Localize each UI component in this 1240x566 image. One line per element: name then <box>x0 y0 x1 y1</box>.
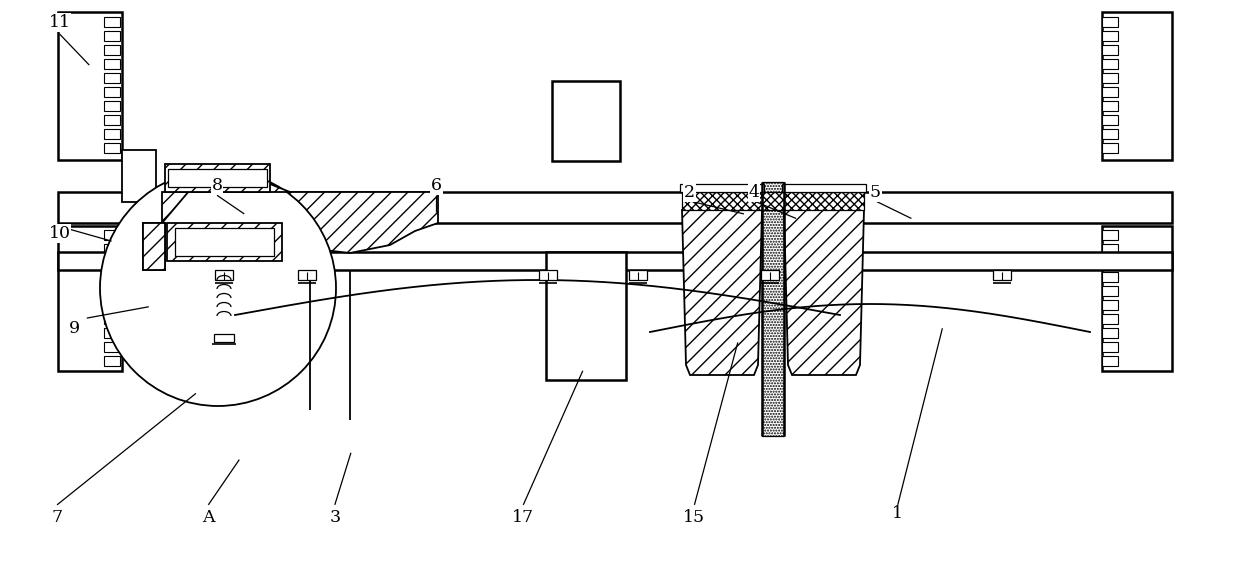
Bar <box>104 17 120 27</box>
Bar <box>167 169 267 187</box>
Text: 17: 17 <box>512 509 534 526</box>
Bar <box>58 12 122 160</box>
Bar <box>1102 230 1118 240</box>
Bar <box>104 286 120 296</box>
Bar <box>143 223 165 270</box>
Text: A: A <box>202 509 215 526</box>
Bar <box>122 150 156 202</box>
Bar <box>539 270 557 280</box>
Bar <box>104 87 120 97</box>
Bar <box>104 300 120 310</box>
Text: 5: 5 <box>870 184 880 201</box>
Bar <box>1102 143 1118 153</box>
Text: 10: 10 <box>48 225 71 242</box>
Text: 11: 11 <box>48 14 71 31</box>
Bar <box>104 59 120 69</box>
Bar <box>1102 129 1118 139</box>
Bar <box>1102 87 1118 97</box>
Bar <box>1102 17 1118 27</box>
Polygon shape <box>162 192 438 253</box>
Bar <box>143 223 165 270</box>
Text: 1: 1 <box>893 505 903 522</box>
Bar <box>167 223 281 261</box>
Polygon shape <box>682 210 763 375</box>
Bar <box>104 101 120 111</box>
Bar <box>104 129 120 139</box>
Text: 15: 15 <box>683 509 706 526</box>
Bar <box>682 192 763 210</box>
Bar <box>1102 59 1118 69</box>
Bar <box>1102 272 1118 282</box>
Bar <box>552 81 620 161</box>
Bar <box>1102 12 1172 160</box>
Bar <box>298 270 316 280</box>
Bar <box>1102 258 1118 268</box>
Bar <box>175 228 274 256</box>
Bar <box>763 192 784 210</box>
Bar <box>1102 328 1118 338</box>
Bar <box>104 31 120 41</box>
Polygon shape <box>784 210 864 375</box>
Bar <box>58 226 122 371</box>
Bar <box>104 314 120 324</box>
Bar <box>104 143 120 153</box>
Circle shape <box>100 170 336 406</box>
Text: 9: 9 <box>69 320 79 337</box>
Bar <box>784 192 864 210</box>
Polygon shape <box>162 172 290 223</box>
Bar <box>1102 286 1118 296</box>
Bar <box>1102 115 1118 125</box>
Bar <box>1102 314 1118 324</box>
Bar <box>1102 45 1118 55</box>
Bar <box>104 356 120 366</box>
Bar <box>58 252 1172 270</box>
Text: 8: 8 <box>212 177 222 194</box>
Bar <box>1102 300 1118 310</box>
Text: 6: 6 <box>432 177 441 194</box>
Text: 4: 4 <box>749 184 759 201</box>
Bar <box>1102 244 1118 254</box>
Bar <box>1102 31 1118 41</box>
Bar <box>761 270 779 280</box>
Bar <box>104 73 120 83</box>
Bar <box>215 270 233 280</box>
Bar <box>1102 356 1118 366</box>
Bar <box>165 164 270 192</box>
Bar <box>215 334 234 342</box>
Text: 3: 3 <box>330 509 340 526</box>
Bar <box>680 184 764 192</box>
Bar <box>104 244 120 254</box>
Bar <box>104 115 120 125</box>
Bar <box>993 270 1011 280</box>
Bar <box>104 272 120 282</box>
Bar <box>546 252 626 380</box>
Bar <box>1102 73 1118 83</box>
Bar <box>782 184 866 192</box>
Bar <box>1102 101 1118 111</box>
Bar <box>1102 226 1172 371</box>
Bar <box>104 328 120 338</box>
Bar <box>629 270 647 280</box>
Bar <box>1102 342 1118 352</box>
Bar <box>58 192 1172 223</box>
Bar <box>104 45 120 55</box>
Bar <box>104 342 120 352</box>
Bar <box>104 230 120 240</box>
Bar <box>104 258 120 268</box>
Text: 7: 7 <box>52 509 62 526</box>
Text: 2: 2 <box>684 184 694 201</box>
Bar <box>763 182 784 436</box>
